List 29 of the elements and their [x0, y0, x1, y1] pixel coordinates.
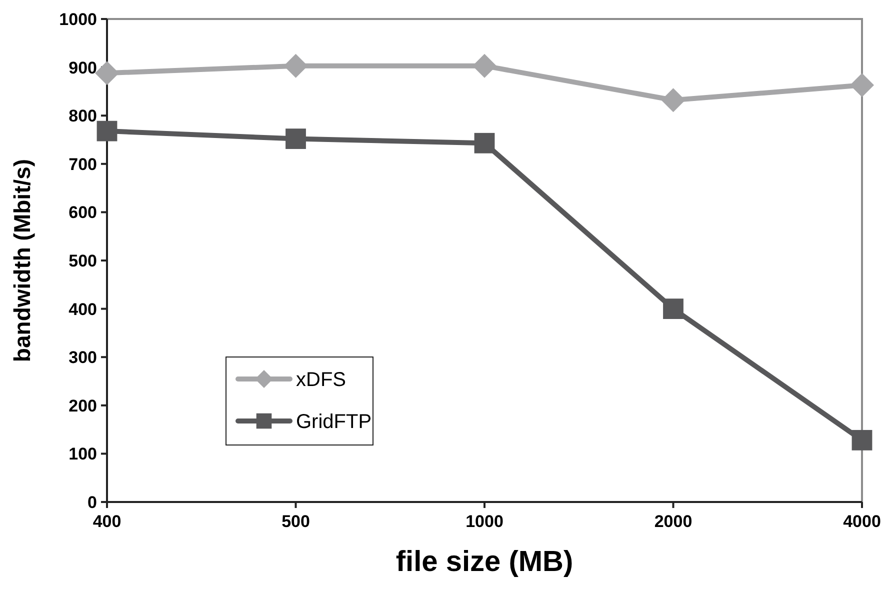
y-tick-label: 900: [68, 58, 97, 78]
point: [95, 61, 119, 86]
x-axis-title: file size (MB): [396, 546, 574, 578]
y-tick-label: 500: [68, 251, 97, 270]
y-tick-label: 100: [68, 444, 97, 464]
x-tick-label: 500: [282, 512, 310, 531]
point: [852, 430, 872, 450]
point: [661, 88, 686, 112]
legend-label: GridFTP: [296, 411, 372, 433]
point: [474, 132, 495, 154]
point: [850, 73, 874, 98]
point: [286, 128, 306, 149]
y-tick-label: 400: [68, 300, 97, 319]
y-tick-label: 0: [88, 492, 97, 512]
y-tick-label: 700: [68, 154, 97, 174]
point: [472, 54, 496, 78]
x-tick-label: 2000: [654, 512, 692, 531]
y-tick-label: 200: [68, 396, 97, 416]
x-tick-label: 1000: [466, 512, 504, 531]
y-axis-title: bandwidth (Mbit/s): [9, 158, 35, 362]
x-tick-label: 400: [92, 512, 122, 531]
x-tick-label: 4000: [843, 512, 881, 531]
y-tick-label: 600: [68, 203, 97, 222]
y-tick-label: 1000: [59, 10, 97, 29]
legend-label: xDFS: [296, 369, 346, 391]
y-tick-label: 800: [68, 106, 97, 126]
point: [663, 298, 684, 319]
y-tick-label: 300: [68, 348, 97, 368]
point: [96, 120, 118, 142]
